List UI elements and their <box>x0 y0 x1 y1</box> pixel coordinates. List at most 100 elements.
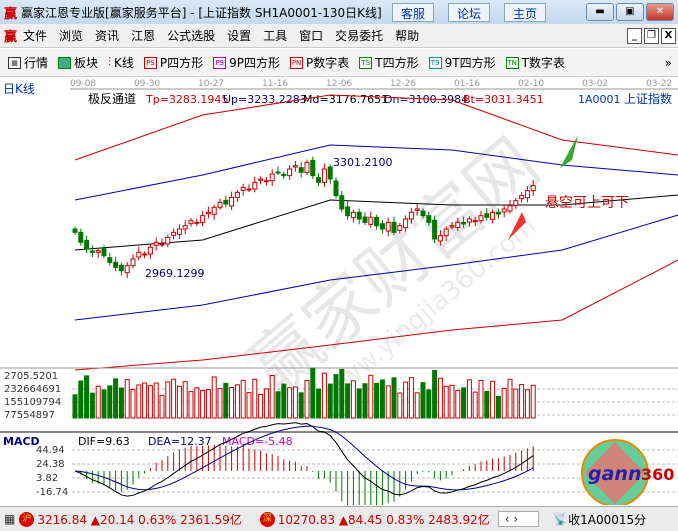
candle <box>113 261 119 268</box>
toolbar-quotes[interactable]: ▦ 行情 <box>8 54 48 71</box>
volume-bar <box>281 383 287 419</box>
candle <box>507 205 513 212</box>
candle <box>379 223 385 230</box>
period-label: 日K线 <box>3 82 35 96</box>
restore-icon[interactable]: ▣ <box>616 3 644 21</box>
date-tick: 03-22 <box>646 79 672 89</box>
date-tick: 12-26 <box>390 79 416 89</box>
toolbar-sectors[interactable]: 板块 <box>58 54 98 71</box>
candle <box>217 201 223 208</box>
high-label: 3301.2100 <box>333 156 393 169</box>
toolbar-9t-square[interactable]: T9 9T四方形 <box>428 54 496 71</box>
volume-bar <box>333 374 339 419</box>
volume-bar <box>426 389 432 419</box>
candle <box>298 167 304 173</box>
candle <box>258 178 264 181</box>
child-close-icon[interactable]: X <box>661 28 676 44</box>
indicator-name: 极反通道 <box>88 92 136 106</box>
vol-axis-label: 77554897 <box>4 410 55 421</box>
sz-badge: 深 <box>259 511 275 527</box>
candle <box>461 221 467 225</box>
volume-bar <box>275 391 281 419</box>
volume-bar <box>449 384 455 419</box>
minimize-icon[interactable]: ▬ <box>586 3 614 21</box>
volume-bar <box>269 375 275 419</box>
candle <box>136 251 142 258</box>
scroll-arrows[interactable]: ‹ › <box>497 511 540 527</box>
red-arrow-icon <box>508 212 526 240</box>
ps-icon: PS <box>143 56 157 69</box>
volume-bar <box>287 387 293 419</box>
gann360-logo: gann 360 <box>581 439 674 505</box>
vol-axis-0: 2705.5201 <box>4 371 58 382</box>
kline-chart[interactable]: 日K线 09-08 09-30 10-27 11-16 12-06 12-26 01-16 0… <box>0 78 678 505</box>
homepage-button[interactable]: 主页 <box>504 3 547 22</box>
menu-gann[interactable]: 江恩 <box>131 29 156 43</box>
date-tick: 03-02 <box>582 79 608 89</box>
menu-settings[interactable]: 设置 <box>227 29 252 43</box>
volume-bar <box>466 379 472 419</box>
candle <box>350 211 356 219</box>
candle <box>495 211 501 215</box>
band-up <box>74 144 678 201</box>
date-tick: 09-08 <box>70 79 96 89</box>
toolbar-t-square[interactable]: TS T四方形 <box>359 54 419 71</box>
calendar-icon[interactable]: ▦ <box>4 512 16 526</box>
candle <box>275 171 281 174</box>
toolbar-more-button[interactable]: » <box>664 55 672 70</box>
candle <box>432 219 438 240</box>
dea-line <box>74 425 534 491</box>
volume-bar <box>252 378 258 419</box>
candle <box>211 206 217 215</box>
toolbar-p-table[interactable]: PN P数字表 <box>290 56 350 70</box>
close-icon[interactable]: ✕ <box>646 3 674 21</box>
volume-bar <box>530 384 536 419</box>
candle <box>223 199 229 205</box>
menu-tools[interactable]: 工具 <box>263 29 288 43</box>
toolbar: ▦ 行情 板块 ⫶ K线 PS P四方形 P9 9P四方形 PN P数字表 TS T四方形 … <box>0 49 678 77</box>
menu-window[interactable]: 窗口 <box>299 29 324 43</box>
pn-icon: PN <box>290 56 304 69</box>
volume-bar <box>391 377 397 419</box>
macd-axis-label: 24.38 <box>36 459 65 470</box>
forum-button[interactable]: 论坛 <box>448 3 491 22</box>
menu-trade[interactable]: 交易委托 <box>335 29 384 43</box>
macd-label: MACD <box>3 435 40 448</box>
green-arrow-icon <box>560 135 578 168</box>
toolbar-t-table[interactable]: TN T数字表 <box>505 56 565 70</box>
macd-axis-label: 3.82 <box>36 473 58 484</box>
child-restore-icon[interactable]: ❐ <box>644 28 659 44</box>
candle <box>182 225 188 230</box>
toolbar-kline[interactable]: ⫶ K线 <box>108 55 134 70</box>
toolbar-p-square[interactable]: PS P四方形 <box>143 54 203 71</box>
volume-bar <box>78 380 84 419</box>
sh-badge: 沪 <box>19 511 35 527</box>
toolbar-9p-square[interactable]: P9 9P四方形 <box>213 54 280 71</box>
candle <box>142 253 148 256</box>
volume-bar <box>101 389 107 419</box>
volume-bar <box>130 388 136 419</box>
candle <box>362 216 368 223</box>
stock-code: 1A0001 <box>578 93 621 106</box>
menu-browse[interactable]: 浏览 <box>59 29 84 43</box>
menu-news[interactable]: 资讯 <box>95 29 120 43</box>
volume-bar <box>263 388 269 419</box>
volume-bar <box>72 394 78 419</box>
candle <box>147 246 153 255</box>
volume-bar <box>321 372 327 419</box>
service-button[interactable]: 客服 <box>392 3 435 22</box>
candle <box>263 180 269 183</box>
volume-bar <box>455 390 461 419</box>
candle <box>484 213 490 218</box>
antenna-icon: 📡 <box>553 512 569 526</box>
menu-file[interactable]: 文件 <box>23 29 48 43</box>
candle <box>269 173 275 182</box>
candle <box>101 248 107 257</box>
volume-bar <box>519 384 525 419</box>
menu-formula[interactable]: 公式选股 <box>167 29 216 43</box>
bt-value: Bt=3031.3451 <box>463 93 544 106</box>
menu-help[interactable]: 帮助 <box>395 29 420 43</box>
child-minimize-icon[interactable]: _ <box>627 28 642 44</box>
band-md <box>74 194 678 251</box>
candle <box>368 216 374 225</box>
